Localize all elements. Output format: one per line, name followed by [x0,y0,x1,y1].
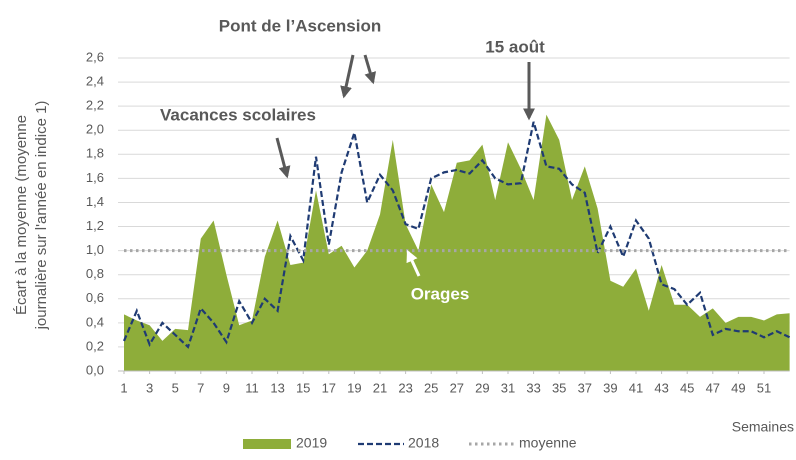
x-tick-label: 7 [197,380,204,395]
x-tick-label: 39 [603,380,617,395]
y-label-line: Écart à la moyenne (moyenne [13,115,30,315]
y-tick-label: 0,4 [86,314,104,329]
legend-label: 2019 [296,435,327,451]
legend-label: moyenne [519,435,577,451]
x-tick-label: 25 [424,380,438,395]
x-tick-label: 27 [450,380,464,395]
annotation: Orages [411,284,470,303]
plot [118,57,791,374]
x-tick-label: 51 [757,380,771,395]
arrow [406,249,421,277]
arrow [340,54,355,99]
x-tick-label: 17 [322,380,336,395]
y-tick-label: 2,4 [86,74,104,89]
x-tick-label: 13 [270,380,284,395]
x-tick-label: 19 [347,380,361,395]
y-tick-label: 1,4 [86,194,104,209]
x-tick-label: 35 [552,380,566,395]
annotation: Vacances scolaires [160,105,316,124]
line [122,121,791,349]
area [124,114,790,371]
x-tick-label: 47 [706,380,720,395]
x-tick-label: 3 [146,380,153,395]
y-tick-label: 0,8 [86,266,104,281]
x-tick-label: 5 [172,380,179,395]
arrow [275,137,291,179]
annotation: 15 août [485,37,545,56]
legend: 2019 2018 moyenne [243,435,577,451]
x-tick-label: 21 [373,380,387,395]
x-tick-label: 43 [654,380,668,395]
x-tick-label: 45 [680,380,694,395]
x-tick-label: 29 [475,380,489,395]
arrow [363,54,377,85]
legend-label: 2018 [408,435,439,451]
x-tick-label: 1 [120,380,127,395]
x-tick-label: 9 [223,380,230,395]
y-tick-label: 1,8 [86,146,104,161]
legend-swatch [243,439,291,449]
y-label-line: journalière sur l'année en indice 1) [33,101,50,331]
x-tick-label: 15 [296,380,310,395]
y-tick-label: 1,0 [86,242,104,257]
x-tick-label: 33 [526,380,540,395]
x-tick-label: 11 [245,380,259,395]
y-tick-label: 2,2 [86,98,104,113]
x-tick-label: 41 [629,380,643,395]
annotation: Pont de l’Ascension [219,16,381,35]
y-axis-label: Écart à la moyenne (moyenne journalière … [13,101,50,331]
x-tick-label: 31 [501,380,515,395]
y-tick-label: 2,0 [86,122,104,137]
y-tick-label: 0,0 [86,362,104,377]
x-tick-label: 37 [578,380,592,395]
y-tick-label: 0,2 [86,338,104,353]
y-tick-label: 0,6 [86,290,104,305]
x-axis-label: Semaines [732,419,794,435]
y-tick-label: 1,2 [86,218,104,233]
x-tick-label: 49 [731,380,745,395]
x-tick-label: 23 [398,380,412,395]
y-tick-label: 2,6 [86,49,104,64]
y-tick-label: 1,6 [86,170,104,185]
